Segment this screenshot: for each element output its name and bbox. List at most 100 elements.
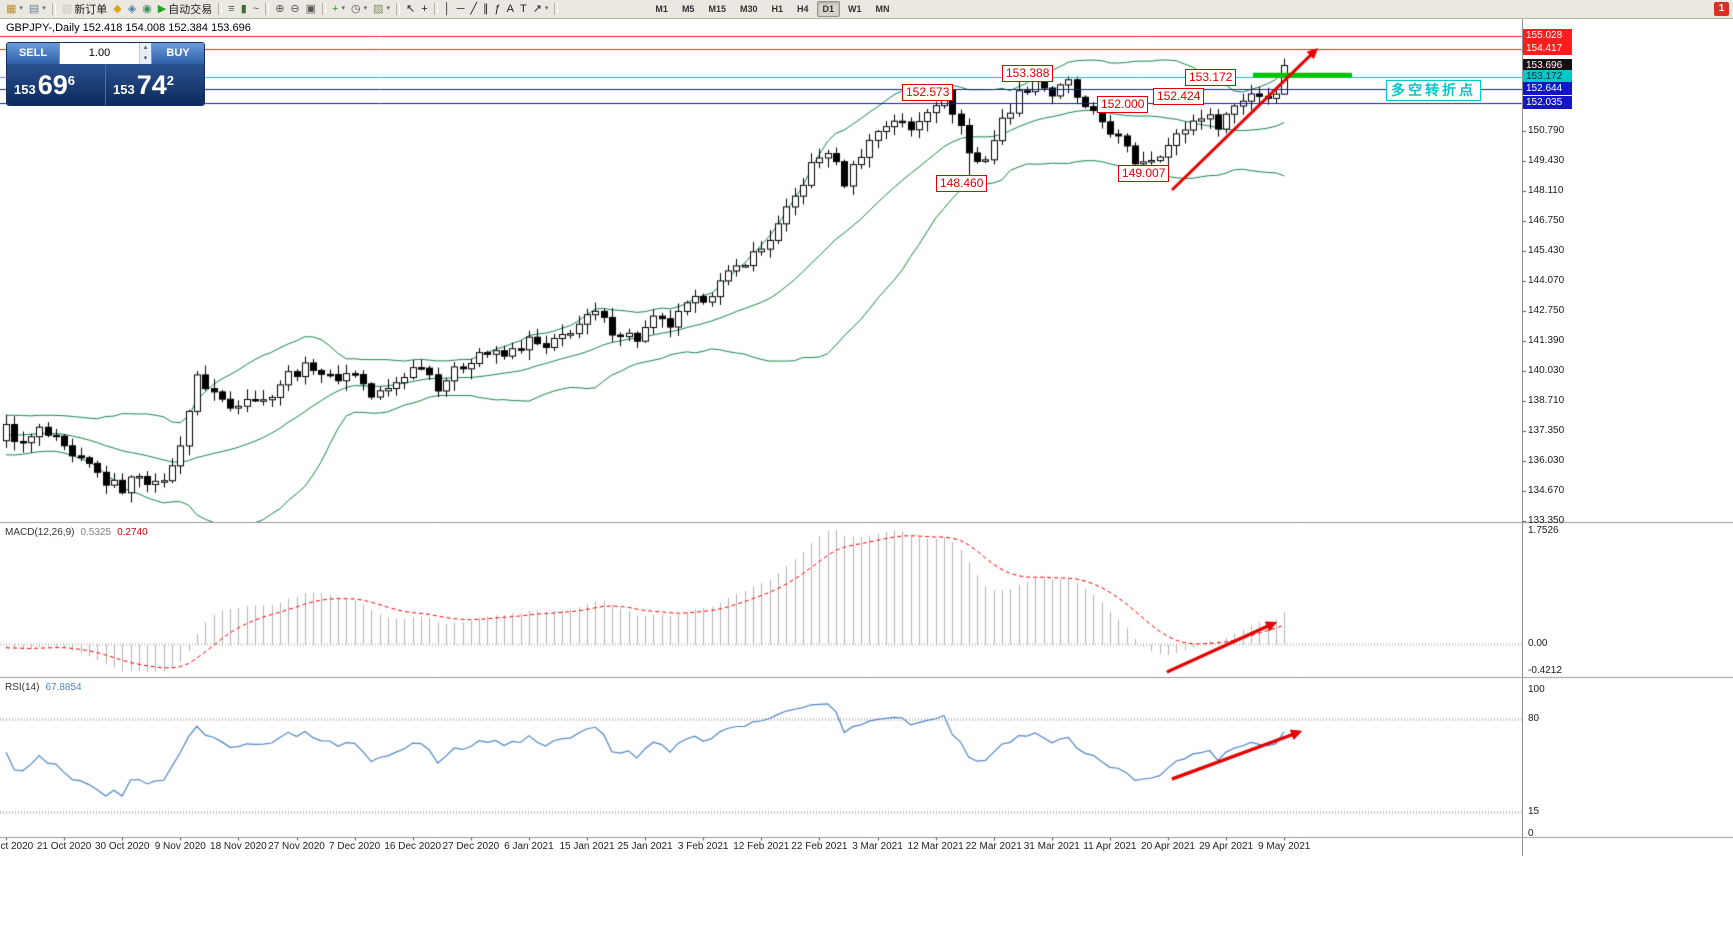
news-icon: ◉ <box>142 3 152 15</box>
macd-value: 0.5325 <box>80 527 112 538</box>
volume-input[interactable]: 1.00 ▴ ▾ <box>59 43 152 64</box>
price-scale-column[interactable] <box>1522 18 1523 856</box>
time-axis-label: 31 Mar 2021 <box>1023 841 1080 852</box>
price-annotation[interactable]: 153.172 <box>1185 69 1237 86</box>
bar-chart-button[interactable]: ≡ <box>225 1 237 17</box>
price-annotation[interactable]: 149.007 <box>1118 165 1170 182</box>
line-chart-button[interactable]: ~ <box>250 1 262 17</box>
tf-m15-button[interactable]: M15 <box>708 4 726 14</box>
label-button[interactable]: T <box>517 1 530 17</box>
time-axis-label: 22 Feb 2021 <box>791 841 848 852</box>
time-axis-label: 12 Feb 2021 <box>733 841 790 852</box>
macd-scale-max: 1.7526 <box>1528 525 1559 536</box>
zoom-out-icon: ⊖ <box>290 3 300 15</box>
volume-spinner[interactable]: ▴ ▾ <box>139 43 151 64</box>
rsi-scale-tick: 100 <box>1528 684 1545 695</box>
tf-m5-button[interactable]: M5 <box>681 4 695 14</box>
vertical-line-button[interactable]: │ <box>441 1 454 17</box>
price-annotation[interactable]: 152.424 <box>1153 88 1205 105</box>
tf-mn-button[interactable]: MN <box>875 4 890 14</box>
horizontal-line-icon: ─ <box>456 3 465 15</box>
dropdown-caret-icon[interactable]: ▾ <box>544 5 549 12</box>
tf-h4-button[interactable]: H4 <box>797 4 809 14</box>
pivot-note[interactable]: 多空转折点 <box>1386 80 1481 101</box>
bid-price[interactable]: 153 69 6 <box>7 68 105 102</box>
price-scale-tick: 137.350 <box>1528 425 1565 437</box>
time-axis-label: 11 Apr 2021 <box>1083 841 1137 852</box>
ask-price[interactable]: 153 74 2 <box>106 68 204 102</box>
templates-button[interactable]: ▨ ▾ <box>370 1 393 17</box>
script-button[interactable]: ◈ <box>125 1 139 17</box>
tf-w1-button[interactable]: W1 <box>848 4 862 14</box>
cursor-button[interactable]: ↖ <box>403 1 418 17</box>
time-axis-label: 21 Oct 2020 <box>36 841 92 852</box>
time-axis-label: 30 Oct 2020 <box>94 841 150 852</box>
price-scale-tick: 145.430 <box>1528 244 1565 256</box>
tf-m1-button[interactable]: M1 <box>655 4 668 14</box>
periods-button[interactable]: ◷ ▾ <box>348 1 370 17</box>
new-chart-icon: ▦ <box>6 3 17 15</box>
price-scale-tick: 142.750 <box>1528 304 1565 316</box>
notification-badge[interactable]: 1 <box>1714 2 1729 16</box>
toolbar-separator <box>554 3 559 15</box>
text-button[interactable]: A <box>504 1 517 17</box>
price-annotation[interactable]: 152.000 <box>1097 96 1149 113</box>
fibonacci-button[interactable]: ƒ <box>491 1 503 17</box>
buy-button[interactable]: BUY <box>152 43 204 64</box>
metaeditor-icon: ◆ <box>113 3 122 15</box>
price-scale-tick: 146.750 <box>1528 215 1565 227</box>
autotrading-icon: ▶ <box>157 3 167 15</box>
sell-button[interactable]: SELL <box>7 43 59 64</box>
autotrading-button[interactable]: ▶ 自动交易 <box>155 1 215 17</box>
time-axis-label: 12 Oct 2020 <box>0 841 34 852</box>
time-axis-label: 9 Nov 2020 <box>154 841 206 852</box>
dropdown-caret-icon[interactable]: ▾ <box>341 5 345 12</box>
price-annotation[interactable]: 153.388 <box>1002 65 1054 82</box>
profiles-button[interactable]: ▤ ▾ <box>26 1 49 17</box>
rsi-scale-tick: 80 <box>1528 712 1540 724</box>
metaeditor-button[interactable]: ◆ <box>110 1 124 17</box>
dropdown-caret-icon[interactable]: ▾ <box>363 5 368 12</box>
arrows-button[interactable]: ↗ ▾ <box>530 1 552 17</box>
dropdown-caret-icon[interactable]: ▾ <box>42 5 46 12</box>
rsi-scale-tick: 15 <box>1528 806 1540 818</box>
channel-button[interactable]: ∥ <box>480 1 492 17</box>
toolbar-separator <box>265 3 270 15</box>
price-scale-badge: 154.417 <box>1523 42 1572 56</box>
time-axis-label: 25 Jan 2021 <box>617 841 673 852</box>
tile-windows-button[interactable]: ▣ <box>303 1 319 17</box>
indicators-button[interactable]: + ▾ <box>329 1 348 17</box>
spinner-up-icon[interactable]: ▴ <box>140 43 151 54</box>
new-order-button[interactable]: ▥ 新订单 <box>59 1 110 17</box>
spinner-down-icon[interactable]: ▾ <box>140 53 151 64</box>
price-annotation[interactable]: 148.460 <box>936 175 988 192</box>
price-scale-tick: 136.030 <box>1528 455 1565 466</box>
price-annotation[interactable]: 152.573 <box>902 84 954 101</box>
new-chart-button[interactable]: ▦ ▾ <box>3 1 26 17</box>
price-scale-badge: 153.696 <box>1523 58 1572 72</box>
candlestick-chart-button[interactable]: ▮ <box>238 1 250 17</box>
cursor-icon: ↖ <box>406 3 416 15</box>
news-button[interactable]: ◉ <box>139 1 155 17</box>
trendline-button[interactable]: ╱ <box>467 1 480 17</box>
price-scale-tick: 149.430 <box>1528 155 1565 167</box>
autotrading-button-label: 自动交易 <box>168 4 213 16</box>
zoom-out-button[interactable]: ⊖ <box>287 1 302 17</box>
tf-h1-button[interactable]: H1 <box>771 4 783 14</box>
dropdown-caret-icon[interactable]: ▾ <box>386 5 391 12</box>
tf-d1-button[interactable]: D1 <box>816 1 841 17</box>
tf-m30-button[interactable]: M30 <box>739 4 758 14</box>
dropdown-caret-icon[interactable]: ▾ <box>19 5 23 12</box>
zoom-in-button[interactable]: ⊕ <box>272 1 287 17</box>
chart-title: GBPJPY-,Daily 152.418 154.008 152.384 15… <box>6 22 251 34</box>
ask-pips: 74 <box>136 69 167 100</box>
price-scale-tick: 141.390 <box>1528 335 1565 347</box>
script-icon: ◈ <box>127 3 137 15</box>
text-icon: A <box>506 3 514 15</box>
horizontal-line-button[interactable]: ─ <box>454 1 468 17</box>
channel-icon: ∥ <box>482 3 489 15</box>
crosshair-button[interactable]: + <box>418 1 430 17</box>
